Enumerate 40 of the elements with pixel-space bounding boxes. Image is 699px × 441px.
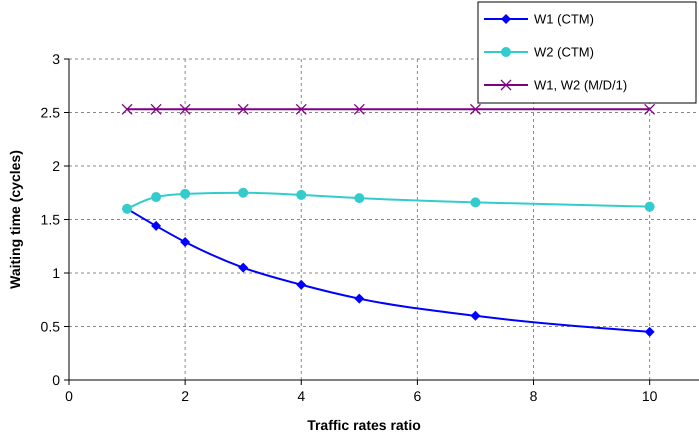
point: [238, 188, 248, 198]
y-tick-label: 2.5: [40, 104, 60, 120]
point: [354, 104, 365, 115]
point: [296, 280, 306, 290]
point: [470, 104, 482, 115]
point: [644, 202, 655, 212]
point: [151, 220, 162, 231]
legend-label: W2 (CTM): [534, 44, 594, 60]
point: [354, 294, 364, 304]
point: [644, 326, 655, 337]
y-tick-label: 3: [52, 50, 60, 67]
x-tick-label: 2: [181, 388, 190, 404]
point: [354, 193, 364, 204]
point: [121, 104, 133, 115]
point: [150, 104, 162, 115]
point: [296, 190, 306, 200]
legend-label: W1 (CTM): [534, 12, 594, 27]
point: [470, 310, 480, 321]
x-tick-label: 8: [530, 388, 538, 404]
x-tick-label: 10: [642, 388, 658, 404]
x-axis-title: Traffic rates ratio: [307, 417, 421, 433]
x-tick-label: 4: [297, 388, 306, 404]
point: [180, 188, 190, 199]
y-tick-label: 0: [52, 372, 60, 388]
point: [644, 104, 656, 115]
point: [180, 236, 190, 247]
y-tick-label: 0.5: [40, 318, 60, 334]
point: [238, 262, 248, 273]
point: [151, 192, 162, 202]
point: [470, 197, 480, 208]
point: [238, 104, 249, 115]
legend-label: W1, W2 (M/D/1): [534, 78, 628, 93]
point: [179, 104, 191, 115]
x-tick-label: 6: [413, 388, 422, 404]
y-tick-label: 1: [52, 264, 60, 281]
x-tick-label: 0: [65, 388, 74, 404]
y-tick-label: 2: [52, 158, 60, 174]
y-axis-title: Waiting time (cycles): [7, 150, 23, 289]
point: [296, 104, 307, 115]
y-tick-label: 1.5: [40, 211, 60, 228]
